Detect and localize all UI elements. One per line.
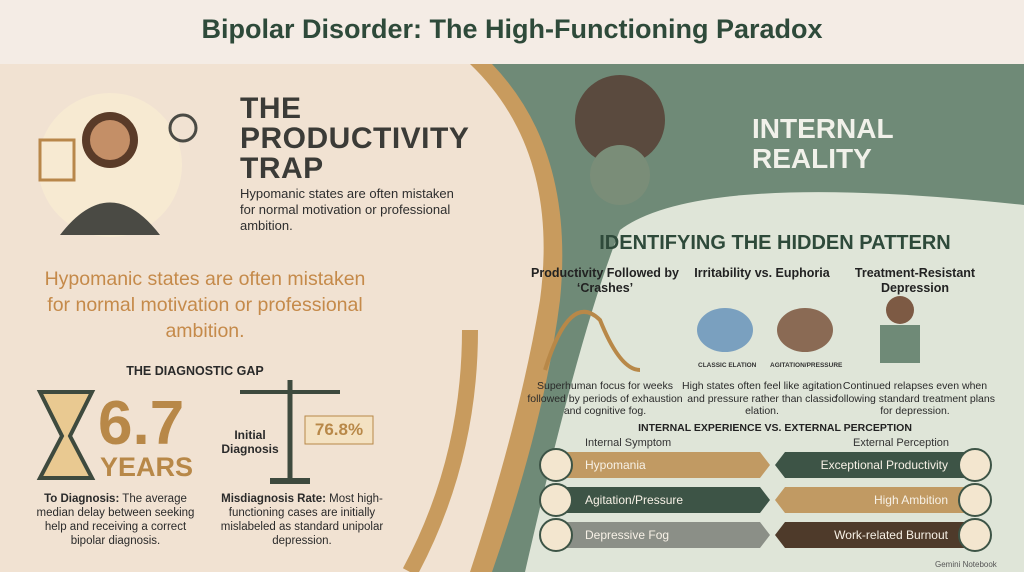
column-title: Irritability vs. Euphoria: [694, 266, 830, 280]
brand: Gemini Notebook: [935, 560, 997, 569]
icon-label: CLASSIC ELATION: [698, 362, 757, 369]
caption: To Diagnosis: The average median delay b…: [28, 492, 203, 548]
column-header: External Perception: [853, 437, 949, 449]
section-heading: INTERNAL REALITY: [752, 113, 894, 174]
caption: Misdiagnosis Rate: Most high-functioning…: [212, 492, 392, 548]
icon-label: AGITATION/PRESSURE: [770, 362, 843, 369]
perception: High Ambition: [873, 493, 948, 507]
stat-value: 76.8%: [314, 420, 364, 439]
description: Hypomanic states are often mistaken for …: [240, 186, 454, 233]
symptom: Agitation/Pressure: [585, 493, 684, 507]
caption-label: To Diagnosis:: [44, 493, 120, 505]
column-title: Treatment-Resistant Depression: [854, 266, 976, 295]
scale-label: Initial Diagnosis: [221, 428, 279, 456]
section-heading: THE DIAGNOSTIC GAP: [126, 364, 264, 378]
stat-unit: YEARS: [100, 452, 194, 482]
column-title: Productivity Followed by ‘Crashes’: [531, 266, 679, 295]
callout: Hypomanic states are often mistaken for …: [44, 268, 366, 342]
stat-value: 6.7: [98, 389, 185, 458]
symptom: Depressive Fog: [585, 528, 670, 542]
section-heading: THE PRODUCTIVITY TRAP: [240, 92, 469, 185]
perception: Work-related Burnout: [834, 528, 948, 542]
caption-text: The average median delay between seeking…: [36, 493, 195, 547]
section-heading: IDENTIFYING THE HIDDEN PATTERN: [599, 232, 951, 254]
caption-label: Misdiagnosis Rate:: [221, 493, 326, 505]
column-text: Superhuman focus for weeks followed by p…: [527, 380, 683, 417]
column-text: High states often feel like agitation an…: [682, 380, 842, 417]
comparison-heading: INTERNAL EXPERIENCE VS. EXTERNAL PERCEPT…: [638, 422, 912, 434]
column-header: Internal Symptom: [585, 437, 672, 449]
symptom: Hypomania: [585, 458, 646, 472]
page-title: Bipolar Disorder: The High-Functioning P…: [201, 14, 823, 44]
caption-text: Most high-functioning cases are initiall…: [220, 493, 384, 547]
perception: Exceptional Productivity: [820, 458, 948, 472]
column-text: Continued relapses even when following s…: [835, 380, 995, 417]
